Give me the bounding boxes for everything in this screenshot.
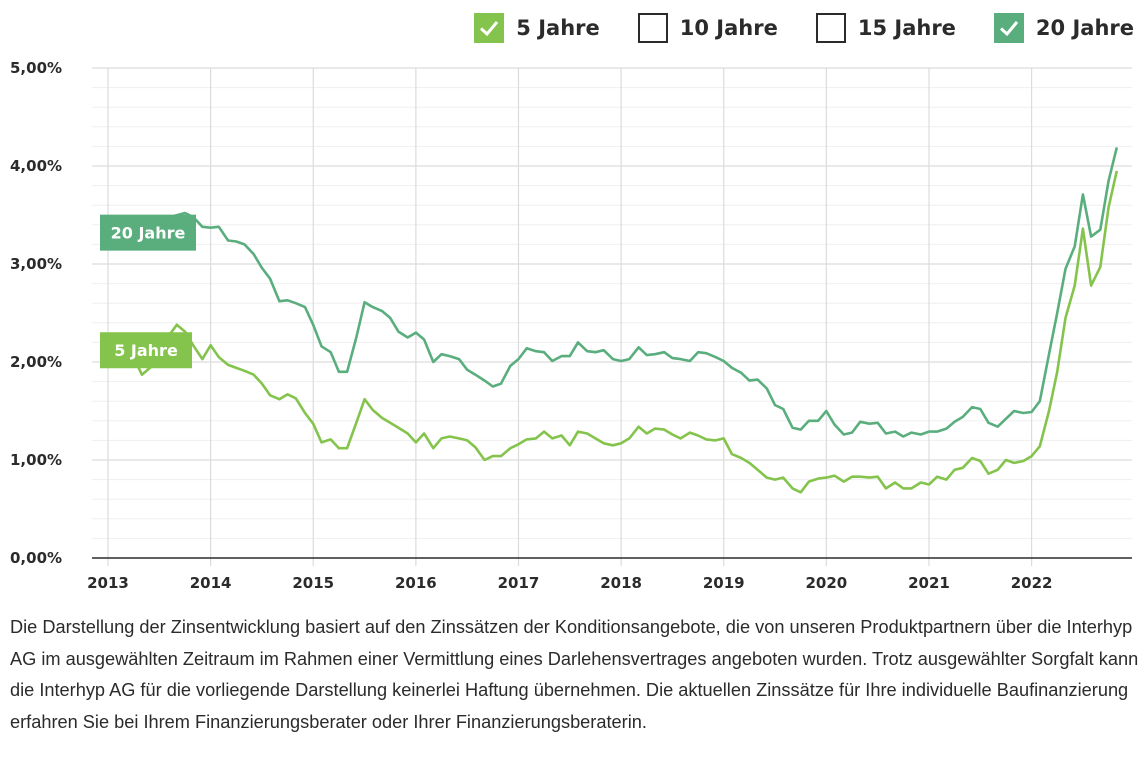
x-tick-label: 2022	[1011, 574, 1053, 592]
x-tick-label: 2020	[805, 574, 847, 592]
legend-item-20-jahre[interactable]: 20 Jahre	[993, 13, 1134, 43]
legend-label: 5 Jahre	[516, 16, 600, 40]
y-tick-label: 1,00%	[10, 451, 62, 469]
series-tag	[100, 332, 192, 369]
series-tag-label: 20 Jahre	[111, 224, 186, 243]
legend-label: 20 Jahre	[1035, 16, 1134, 40]
checkmark-icon	[999, 21, 1019, 37]
y-tick-label: 2,00%	[10, 353, 62, 371]
series-tag-label: 5 Jahre	[114, 341, 178, 360]
legend-item-10-jahre[interactable]: 10 Jahre	[637, 13, 778, 43]
x-tick-label: 2018	[600, 574, 642, 592]
checkmark-icon	[480, 21, 499, 37]
series-line	[107, 170, 1119, 494]
checkbox-unchecked-icon[interactable]	[815, 13, 846, 43]
legend: 5 Jahre 10 Jahre 15 Jahre 20 Jahre	[474, 8, 1134, 48]
y-tick-label: 4,00%	[10, 157, 62, 175]
checkbox-checked-icon[interactable]	[474, 13, 505, 43]
x-tick-label: 2015	[292, 574, 334, 592]
legend-label: 10 Jahre	[679, 16, 778, 40]
legend-item-15-jahre[interactable]: 15 Jahre	[815, 13, 956, 43]
checkbox-unchecked-icon[interactable]	[637, 13, 668, 43]
x-tick-label: 2019	[703, 574, 745, 592]
legend-item-5-jahre[interactable]: 5 Jahre	[474, 13, 600, 43]
y-tick-label: 0,00%	[10, 549, 62, 567]
legend-label: 15 Jahre	[857, 16, 956, 40]
x-tick-label: 2014	[190, 574, 232, 592]
x-tick-label: 2017	[498, 574, 540, 592]
checkbox-checked-icon[interactable]	[993, 13, 1024, 43]
interest-rate-line-chart: 5,00% 4,00% 3,00% 2,00% 1,00% 0,00% 2013 2014 20…	[10, 59, 1132, 592]
x-tick-label: 2013	[87, 574, 129, 592]
y-tick-label: 3,00%	[10, 255, 62, 273]
disclaimer-text: Die Darstellung der Zinsentwicklung basi…	[10, 617, 1139, 732]
series-line	[107, 147, 1119, 438]
x-tick-label: 2016	[395, 574, 437, 592]
series-tag	[100, 214, 196, 251]
y-tick-label: 5,00%	[10, 59, 62, 77]
x-tick-label: 2021	[908, 574, 950, 592]
